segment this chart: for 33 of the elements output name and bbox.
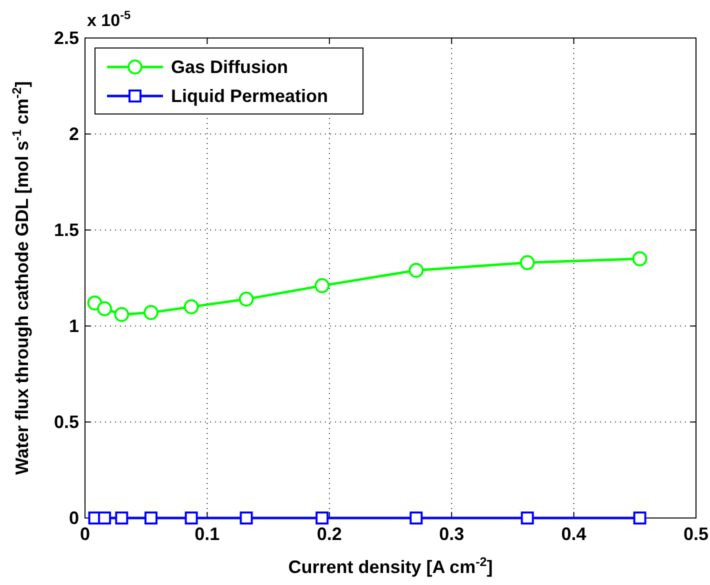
x-tick-label: 0.2 xyxy=(316,524,342,544)
point xyxy=(316,512,329,524)
point xyxy=(240,512,253,524)
point xyxy=(115,512,128,524)
point xyxy=(144,512,158,524)
x-axis-title: Current density [A cm$^{-2}$] xyxy=(288,555,493,577)
y-tick-label: 0.5 xyxy=(54,412,79,432)
point xyxy=(632,251,648,266)
point xyxy=(410,512,423,524)
legend-label: Liquid Permeation xyxy=(171,86,328,106)
point xyxy=(184,512,198,524)
y-tick-label: 0 xyxy=(68,508,79,528)
point xyxy=(238,292,254,307)
point xyxy=(314,278,330,294)
point xyxy=(114,306,130,322)
x-tick-label: 0.3 xyxy=(439,524,464,544)
point xyxy=(408,262,424,278)
y-tick-label: 1.5 xyxy=(54,220,79,240)
point xyxy=(184,299,199,314)
y-tick-label: 2.5 xyxy=(54,28,79,48)
point xyxy=(520,255,535,270)
point xyxy=(97,301,112,316)
text: x 10$^{-5}$ xyxy=(87,8,132,30)
point xyxy=(633,512,646,524)
y-tick-label: 2 xyxy=(68,124,79,144)
y-tick-label: 1 xyxy=(68,316,79,336)
legend-label: Gas Diffusion xyxy=(171,57,288,77)
x-tick-label: 0.5 xyxy=(683,524,709,544)
x-tick-label: 0.4 xyxy=(561,524,586,544)
x-tick-label: 0.1 xyxy=(194,524,220,544)
point xyxy=(520,512,534,524)
point xyxy=(98,512,112,524)
point xyxy=(143,305,158,320)
